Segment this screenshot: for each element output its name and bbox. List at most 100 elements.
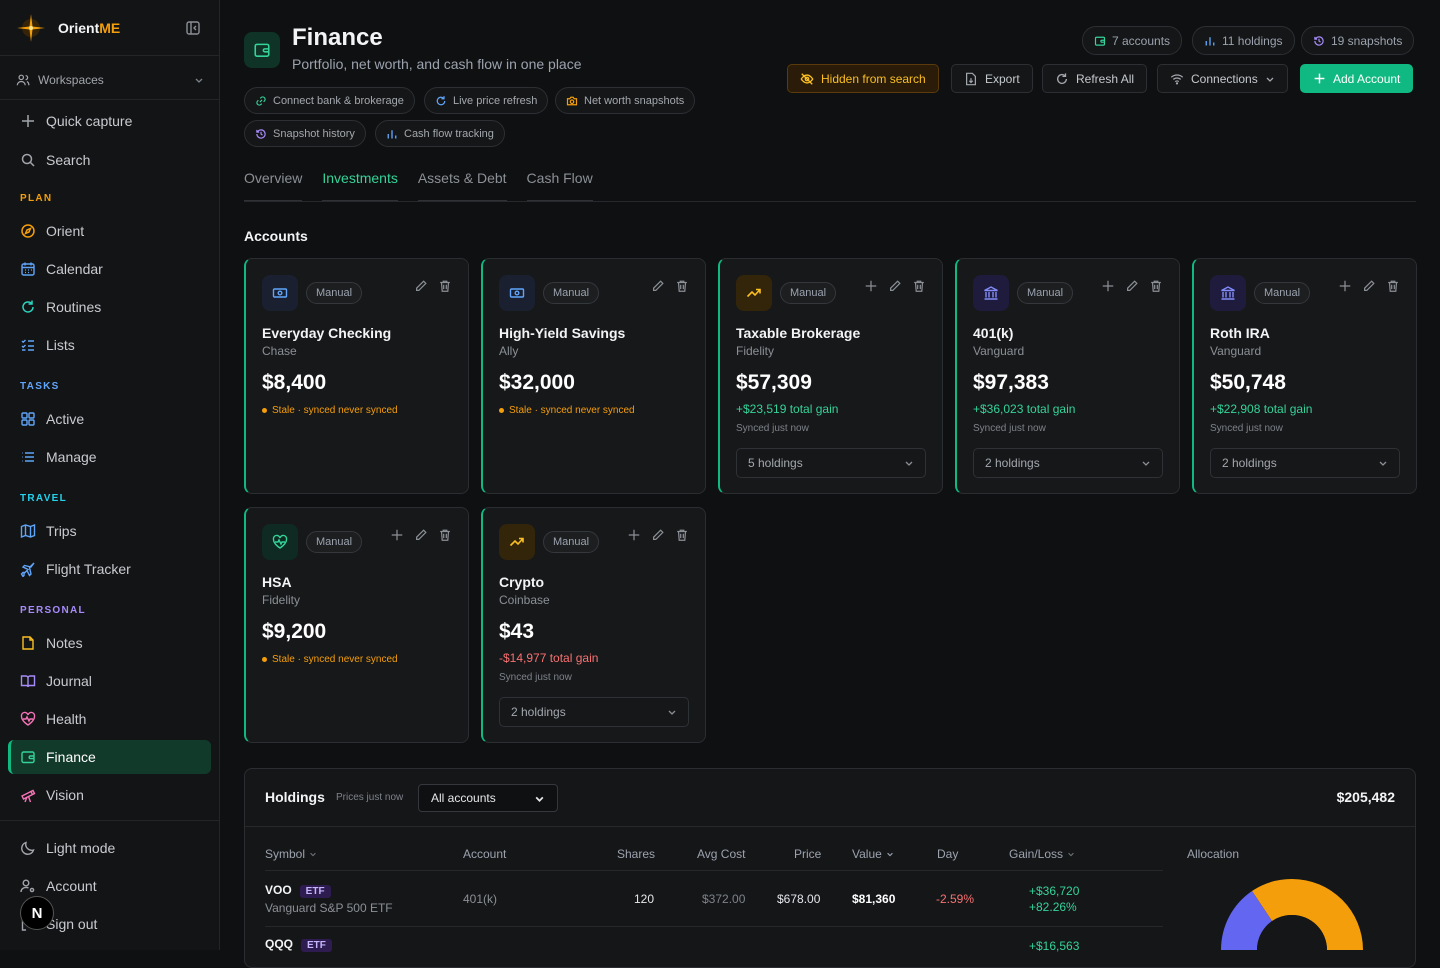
sidebar-item-manage[interactable]: Manage: [8, 440, 211, 474]
sidebar-item-calendar[interactable]: Calendar: [8, 252, 211, 286]
pencil-icon[interactable]: [651, 528, 665, 542]
refresh-all-button[interactable]: Refresh All: [1042, 64, 1148, 93]
plane-icon: [20, 562, 35, 577]
account-filter-select[interactable]: All accounts: [418, 784, 558, 812]
account-balance: $8,400: [262, 371, 327, 394]
sidebar-item-orient[interactable]: Orient: [8, 214, 211, 248]
column-day[interactable]: Day: [937, 847, 959, 861]
light-mode-toggle[interactable]: Light mode: [8, 831, 211, 865]
quick-capture-button[interactable]: Quick capture: [8, 104, 211, 138]
plus-icon: [1314, 73, 1325, 84]
brand[interactable]: OrientME: [16, 14, 120, 42]
plus-icon[interactable]: [1101, 279, 1115, 293]
trash-icon[interactable]: [675, 279, 689, 293]
plus-icon[interactable]: [390, 528, 404, 542]
plus-icon[interactable]: [627, 528, 641, 542]
account-card[interactable]: Manual Crypto Coinbase $43 -$14,977 tota…: [481, 507, 706, 743]
holdings-dropdown[interactable]: 5 holdings: [736, 448, 926, 478]
tab-cash-flow[interactable]: Cash Flow: [526, 170, 593, 201]
column-symbol[interactable]: Symbol: [265, 847, 317, 861]
chip-cash-flow-tracking[interactable]: Cash flow tracking: [375, 120, 505, 147]
sidebar-item-label: Flight Tracker: [46, 561, 131, 577]
pencil-icon[interactable]: [1125, 279, 1139, 293]
heart-pulse-icon: [262, 524, 298, 560]
sidebar-item-flight-tracker[interactable]: Flight Tracker: [8, 552, 211, 586]
trash-icon[interactable]: [675, 528, 689, 542]
button-label: Connections: [1191, 71, 1258, 86]
grid-icon: [21, 412, 35, 426]
workspaces-dropdown[interactable]: Workspaces: [16, 70, 204, 90]
map-icon: [20, 523, 36, 539]
eye-off-icon: [800, 72, 814, 85]
holding-account: 401(k): [463, 892, 498, 906]
sidebar-item-lists[interactable]: Lists: [8, 328, 211, 362]
holdings-dropdown[interactable]: 2 holdings: [973, 448, 1163, 478]
connections-dropdown[interactable]: Connections: [1157, 64, 1288, 93]
prices-status: Prices just now: [336, 792, 404, 803]
pencil-icon[interactable]: [414, 279, 428, 293]
trash-icon[interactable]: [438, 279, 452, 293]
column-avg-cost[interactable]: Avg Cost: [697, 847, 746, 861]
pencil-icon[interactable]: [888, 279, 902, 293]
sidebar-item-active[interactable]: Active: [8, 402, 211, 436]
chip-live-price[interactable]: Live price refresh: [424, 87, 549, 114]
chevron-down-icon: [1142, 461, 1150, 466]
pencil-icon[interactable]: [651, 279, 665, 293]
account-gain: +$23,519 total gain: [736, 402, 839, 416]
account-card[interactable]: Manual Taxable Brokerage Fidelity $57,30…: [718, 258, 943, 494]
column-gain-loss[interactable]: Gain/Loss: [1009, 847, 1075, 861]
account-card[interactable]: Manual HSA Fidelity $9,200 Stale · synce…: [244, 507, 469, 743]
holding-symbol: QQQ ETF: [265, 937, 332, 952]
pencil-icon[interactable]: [414, 528, 428, 542]
tab-overview[interactable]: Overview: [244, 170, 303, 201]
column-value[interactable]: Value: [852, 847, 894, 861]
heart-pulse-icon: [20, 711, 36, 726]
account-card[interactable]: Manual 401(k) Vanguard $97,383 +$36,023 …: [955, 258, 1180, 494]
trash-icon[interactable]: [438, 528, 452, 542]
account-button[interactable]: Account: [8, 869, 211, 903]
sidebar-collapse-icon[interactable]: [185, 20, 201, 36]
sidebar-item-routines[interactable]: Routines: [8, 290, 211, 324]
account-balance: $57,309: [736, 371, 812, 394]
stale-status: Stale · synced never synced: [262, 405, 398, 416]
account-card[interactable]: Manual Roth IRA Vanguard $50,748 +$22,90…: [1192, 258, 1417, 494]
link-icon: [256, 95, 266, 106]
account-card[interactable]: Manual Everyday Checking Chase $8,400 St…: [244, 258, 469, 494]
column-account[interactable]: Account: [463, 847, 507, 861]
column-price[interactable]: Price: [794, 847, 822, 861]
chip-label: Net worth snapshots: [584, 94, 685, 107]
tab-assets-debt[interactable]: Assets & Debt: [417, 170, 507, 201]
account-filter-value: All accounts: [431, 791, 496, 805]
search-button[interactable]: Search: [8, 143, 211, 177]
column-shares[interactable]: Shares: [617, 847, 656, 861]
chip-snapshot-history[interactable]: Snapshot history: [244, 120, 366, 147]
plus-icon[interactable]: [864, 279, 878, 293]
sync-status: Synced just now: [736, 423, 809, 434]
plus-icon[interactable]: [1338, 279, 1352, 293]
book-icon: [20, 675, 36, 688]
sidebar-item-health[interactable]: Health: [8, 702, 211, 736]
sidebar-item-notes[interactable]: Notes: [8, 626, 211, 660]
hidden-from-search-button[interactable]: Hidden from search: [787, 64, 939, 93]
trash-icon[interactable]: [1149, 279, 1163, 293]
pencil-icon[interactable]: [1362, 279, 1376, 293]
trash-icon[interactable]: [1386, 279, 1400, 293]
account-card[interactable]: Manual High-Yield Savings Ally $32,000 S…: [481, 258, 706, 494]
holdings-dropdown[interactable]: 2 holdings: [499, 697, 689, 727]
wallet-icon: [1094, 36, 1106, 46]
tab-investments[interactable]: Investments: [322, 170, 398, 201]
trash-icon[interactable]: [912, 279, 926, 293]
chip-connect-bank[interactable]: Connect bank & brokerage: [244, 87, 415, 114]
manual-badge: Manual: [1017, 282, 1074, 304]
avatar[interactable]: N: [20, 896, 54, 930]
add-account-button[interactable]: Add Account: [1300, 64, 1414, 93]
holdings-dropdown[interactable]: 2 holdings: [1210, 448, 1400, 478]
account-name: Roth IRA: [1210, 325, 1270, 341]
sidebar-item-journal[interactable]: Journal: [8, 664, 211, 698]
sidebar-item-finance[interactable]: Finance: [8, 740, 211, 774]
sidebar-item-trips[interactable]: Trips: [8, 514, 211, 548]
sidebar-item-vision[interactable]: Vision: [8, 778, 211, 812]
sidebar-item-label: Health: [46, 711, 87, 727]
chip-net-worth-snapshots[interactable]: Net worth snapshots: [555, 87, 696, 114]
export-button[interactable]: Export: [951, 64, 1033, 93]
